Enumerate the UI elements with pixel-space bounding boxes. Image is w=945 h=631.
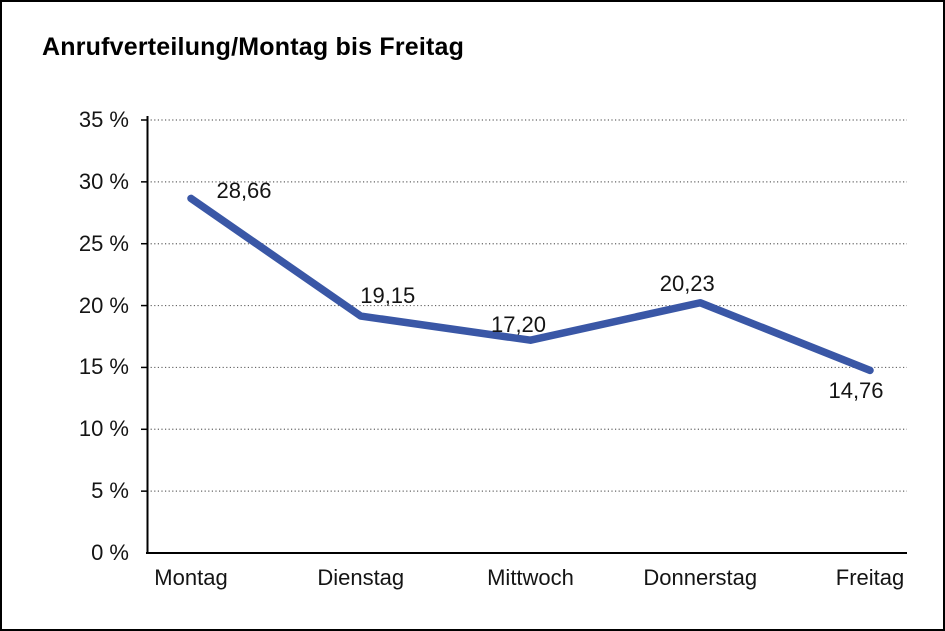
y-tick-label-20: 20 % [78,292,129,318]
y-tick-label-30: 30 % [78,168,129,194]
y-tick-label-5: 5 % [91,478,129,504]
y-tick-label-35: 35 % [78,107,129,132]
x-category-label-freitag: Freitag [835,565,905,590]
y-tick-label-25: 25 % [78,230,129,256]
x-category-label-donnerstag: Donnerstag [643,565,758,590]
x-category-label-montag: Montag [154,565,228,590]
y-tick-label-0: 0 % [91,540,129,565]
value-label-montag: 28,66 [216,178,272,204]
chart-title: Anrufverteilung/Montag bis Freitag [42,33,465,61]
x-category-label-mittwoch: Mittwoch [487,565,574,590]
value-label-mittwoch: 17,20 [490,312,547,338]
value-label-donnerstag: 20,23 [659,270,715,296]
data-line [187,194,874,375]
y-tick-label-15: 15 % [78,354,129,380]
x-category-label-dienstag: Dienstag [317,565,405,590]
y-tick-label-10: 10 % [78,416,129,442]
value-label-dienstag: 19,15 [360,283,416,309]
value-label-freitag: 14,76 [828,378,884,404]
